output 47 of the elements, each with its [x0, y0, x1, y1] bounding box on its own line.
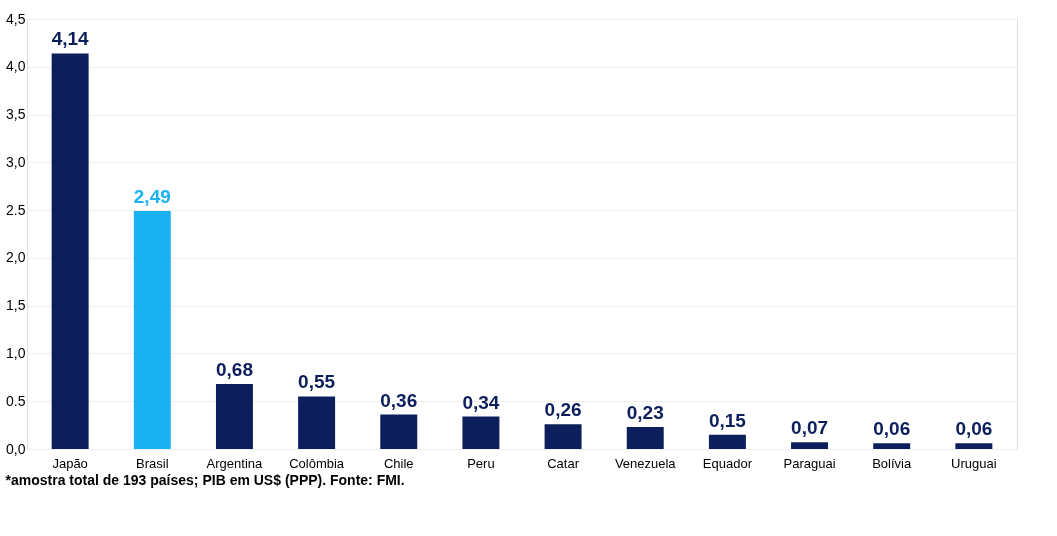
bar [133, 211, 171, 449]
data-label: 0,68 [215, 359, 253, 381]
data-label: 0,06 [873, 418, 911, 440]
x-tick-label: Peru [467, 455, 495, 471]
y-tick-label: 2.5 [6, 201, 26, 218]
x-tick-label: Uruguai [951, 455, 997, 471]
x-tick-label: Chile [383, 455, 414, 471]
y-tick-label: 2,0 [6, 249, 26, 266]
data-label: 0,36 [380, 389, 418, 411]
data-label: 2,49 [133, 186, 171, 208]
x-tick-label: Brasil [136, 455, 169, 471]
x-tick-label: Equador [702, 455, 753, 471]
data-label: 0,26 [544, 399, 582, 421]
y-tick-label: 0,0 [6, 440, 26, 457]
bar [708, 434, 746, 449]
data-label: 0,34 [462, 391, 500, 413]
bar [380, 414, 418, 449]
data-label: 0,55 [298, 371, 336, 393]
text: *amostra total de 193 países; PIB em US$ (PPP). Fonte: FMI. [5, 472, 405, 488]
y-tick-label: 4,5 [6, 10, 26, 27]
data-label: 4,14 [51, 28, 90, 50]
bar [626, 427, 664, 449]
x-tick-label: Colômbia [289, 455, 345, 471]
bar [51, 53, 89, 449]
data-label: 0,23 [626, 402, 664, 424]
data-label: 0,06 [955, 418, 993, 440]
bar [298, 396, 336, 449]
x-tick-label: Argentina [206, 455, 264, 471]
y-tick-label: 0.5 [6, 392, 26, 409]
y-tick-label: 3,5 [6, 106, 26, 123]
bar [873, 443, 911, 449]
x-tick-label: Venezuela [614, 455, 677, 471]
bar [955, 443, 993, 449]
y-tick-label: 1,5 [6, 297, 26, 314]
x-tick-label: Catar [547, 455, 580, 471]
x-tick-label: Japão [52, 455, 88, 471]
y-tick-label: 3,0 [6, 153, 26, 170]
bar [215, 384, 253, 449]
bar [462, 416, 500, 449]
bar [791, 442, 829, 449]
y-tick-label: 4,0 [6, 58, 26, 75]
x-tick-label: Bolívia [872, 455, 912, 471]
bar [544, 424, 582, 449]
data-label: 0,07 [791, 417, 829, 439]
y-tick-label: 1,0 [6, 344, 26, 361]
data-label: 0,15 [708, 409, 747, 431]
x-tick-label: Paraguai [783, 455, 836, 471]
